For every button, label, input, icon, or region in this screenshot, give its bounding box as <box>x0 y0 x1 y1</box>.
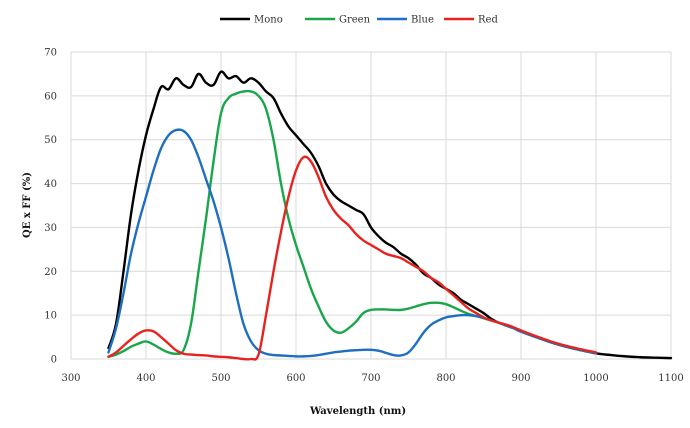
legend-label-red: Red <box>478 15 498 26</box>
y-tick-label-40: 40 <box>44 179 57 190</box>
series-line-red <box>107 155 598 361</box>
x-tick-label-400: 400 <box>136 373 155 384</box>
x-tick-label-300: 300 <box>61 373 80 384</box>
y-tick-label-70: 70 <box>44 48 57 59</box>
gridlines <box>70 51 672 360</box>
y-tick-label-20: 20 <box>44 267 57 278</box>
x-tick-label-1000: 1000 <box>583 373 608 384</box>
x-tick-label-500: 500 <box>211 373 230 384</box>
y-tick-label-0: 0 <box>51 355 57 366</box>
y-tick-label-30: 30 <box>44 223 57 234</box>
x-tick-label-600: 600 <box>286 373 305 384</box>
x-tick-label-800: 800 <box>436 373 455 384</box>
x-axis-title: Wavelength (nm) <box>309 406 406 417</box>
legend-label-green: Green <box>339 15 371 26</box>
y-tick-label-50: 50 <box>44 135 57 146</box>
legend-label-mono: Mono <box>254 15 283 26</box>
y-tick-label-10: 10 <box>44 311 57 322</box>
series-lines <box>107 70 673 361</box>
x-tick-label-1100: 1100 <box>658 373 683 384</box>
x-tick-label-700: 700 <box>361 373 380 384</box>
legend: Mono Green Blue Red <box>220 15 498 26</box>
y-tick-label-60: 60 <box>44 91 57 102</box>
tick-labels: 0 10 20 30 40 50 60 70 300 400 500 600 700 800 900 1000… <box>44 48 683 385</box>
legend-label-blue: Blue <box>411 15 434 26</box>
series-line-blue <box>107 128 598 358</box>
x-tick-label-900: 900 <box>511 373 530 384</box>
y-axis-title: QE x FF (%) <box>22 172 33 238</box>
